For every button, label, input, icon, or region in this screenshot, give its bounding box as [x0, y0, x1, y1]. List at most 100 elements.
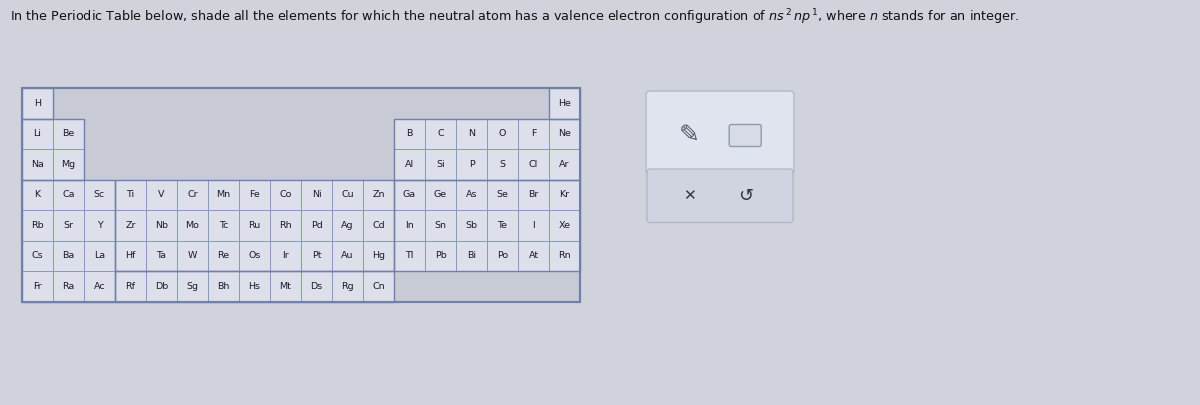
Bar [518, 179, 550, 210]
Bar [84, 241, 115, 271]
Bar [208, 241, 239, 271]
Text: Rn: Rn [558, 251, 571, 260]
Bar [550, 119, 580, 149]
Bar [146, 271, 178, 301]
Bar [22, 179, 53, 210]
Bar [301, 241, 332, 271]
Text: Te: Te [498, 221, 508, 230]
Bar [239, 179, 270, 210]
Text: Pd: Pd [311, 221, 323, 230]
Text: Mn: Mn [216, 190, 230, 199]
Bar [550, 241, 580, 271]
Bar [22, 88, 53, 119]
Text: Au: Au [341, 251, 354, 260]
Text: Sn: Sn [434, 221, 446, 230]
Text: Cn: Cn [372, 282, 385, 291]
Bar [394, 179, 580, 271]
Text: Ta: Ta [156, 251, 167, 260]
Text: Rg: Rg [341, 282, 354, 291]
Text: Br: Br [528, 190, 539, 199]
Text: Xe: Xe [558, 221, 570, 230]
Text: In the Periodic Table below, shade all the elements for which the neutral atom h: In the Periodic Table below, shade all t… [10, 7, 1020, 27]
Bar [22, 88, 580, 301]
Text: Cr: Cr [187, 190, 198, 199]
Text: In: In [406, 221, 414, 230]
Text: Ir: Ir [282, 251, 289, 260]
Bar [456, 149, 487, 179]
Bar [487, 210, 518, 241]
Bar [394, 149, 425, 179]
Bar [53, 179, 84, 210]
Text: Mo: Mo [186, 221, 199, 230]
Text: Pb: Pb [434, 251, 446, 260]
Bar [22, 119, 84, 179]
Text: Os: Os [248, 251, 260, 260]
Bar [22, 88, 53, 119]
Bar [270, 271, 301, 301]
Bar [84, 271, 115, 301]
Text: Mg: Mg [61, 160, 76, 169]
Bar [332, 241, 364, 271]
Text: Na: Na [31, 160, 44, 169]
Bar [456, 179, 487, 210]
Text: Nb: Nb [155, 221, 168, 230]
Bar [518, 210, 550, 241]
Text: Tc: Tc [218, 221, 228, 230]
Bar [518, 119, 550, 149]
Text: Po: Po [497, 251, 508, 260]
Bar [208, 210, 239, 241]
Bar [364, 210, 394, 241]
Bar [208, 179, 239, 210]
Text: Ni: Ni [312, 190, 322, 199]
Text: Zn: Zn [372, 190, 385, 199]
Text: Sc: Sc [94, 190, 106, 199]
Text: H: H [34, 99, 41, 108]
Bar [115, 179, 394, 271]
Text: Sr: Sr [64, 221, 73, 230]
Bar [394, 119, 580, 179]
Text: Hs: Hs [248, 282, 260, 291]
Bar [364, 241, 394, 271]
Bar [239, 210, 270, 241]
Text: V: V [158, 190, 164, 199]
Bar [394, 179, 425, 210]
Text: Co: Co [280, 190, 292, 199]
Text: Rf: Rf [126, 282, 136, 291]
Bar [239, 241, 270, 271]
Bar [425, 210, 456, 241]
Text: Ca: Ca [62, 190, 74, 199]
Bar [22, 119, 53, 149]
Bar [53, 149, 84, 179]
Bar [178, 241, 208, 271]
Text: Ag: Ag [341, 221, 354, 230]
Bar [364, 179, 394, 210]
Bar [53, 210, 84, 241]
Text: W: W [188, 251, 197, 260]
Text: Bh: Bh [217, 282, 229, 291]
Text: Ga: Ga [403, 190, 416, 199]
Text: Sg: Sg [186, 282, 198, 291]
Text: Hg: Hg [372, 251, 385, 260]
Text: F: F [530, 129, 536, 138]
Text: Cs: Cs [31, 251, 43, 260]
Text: Ru: Ru [248, 221, 260, 230]
Text: Y: Y [97, 221, 102, 230]
Text: ✎: ✎ [679, 122, 700, 147]
Text: Fe: Fe [250, 190, 260, 199]
Bar [270, 241, 301, 271]
Bar [332, 210, 364, 241]
Bar [332, 179, 364, 210]
Text: Cu: Cu [341, 190, 354, 199]
Text: Pt: Pt [312, 251, 322, 260]
Bar [301, 271, 332, 301]
Bar [146, 210, 178, 241]
Bar [518, 241, 550, 271]
Text: S: S [499, 160, 505, 169]
Text: Cd: Cd [372, 221, 385, 230]
Text: Li: Li [34, 129, 42, 138]
Text: Ba: Ba [62, 251, 74, 260]
Bar [425, 149, 456, 179]
Text: I: I [532, 221, 535, 230]
Text: Bi: Bi [467, 251, 476, 260]
Bar [487, 149, 518, 179]
